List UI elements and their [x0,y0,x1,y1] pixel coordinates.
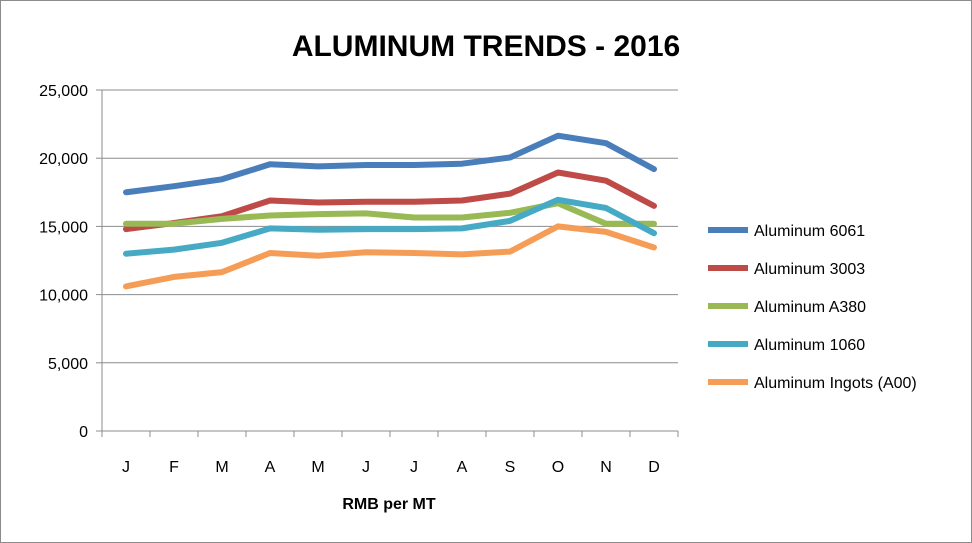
series-lines [123,132,657,290]
y-tick-label: 20,000 [39,151,88,168]
legend-label-aluminum-3003: Aluminum 3003 [754,261,865,278]
x-tick-label: S [505,459,516,476]
x-tick-label: J [410,459,418,476]
x-tick-label: N [600,459,612,476]
legend-label-aluminum-1060: Aluminum 1060 [754,337,865,354]
x-tick-label: J [362,459,370,476]
series-line-aluminum-1060 [123,196,657,257]
series-line-aluminum-ingots-a00 [123,223,657,290]
x-tick-label: A [457,459,468,476]
y-tick-label: 10,000 [39,288,88,305]
x-tick-label: J [122,459,130,476]
legend-label-aluminum-ingots-a00: Aluminum Ingots (A00) [754,375,917,392]
x-tick-label: D [648,459,660,476]
x-tick-label: F [169,459,179,476]
y-tick-label: 15,000 [39,219,88,236]
x-tick-label: M [215,459,228,476]
x-tick-label: A [265,459,276,476]
axes: 0 5,000 10,000 15,000 20,000 25,000 J F M A M J J A S O… [39,83,679,476]
legend-label-aluminum-a380: Aluminum A380 [754,299,866,316]
legend-label-aluminum-6061: Aluminum 6061 [754,223,865,240]
legend: Aluminum 6061 Aluminum 3003 Aluminum A380 A… [708,223,917,392]
chart-title: ALUMINUM TRENDS - 2016 [292,30,680,63]
x-tick-label: M [311,459,324,476]
x-tick-label: O [552,459,564,476]
gridlines [102,89,678,364]
series-line-aluminum-a380 [123,200,657,227]
y-tick-label: 5,000 [48,356,88,373]
y-tick-label: 0 [79,424,88,441]
x-axis-label: RMB per MT [342,496,436,513]
y-tick-label: 25,000 [39,83,88,100]
series-line-aluminum-6061 [123,132,657,196]
